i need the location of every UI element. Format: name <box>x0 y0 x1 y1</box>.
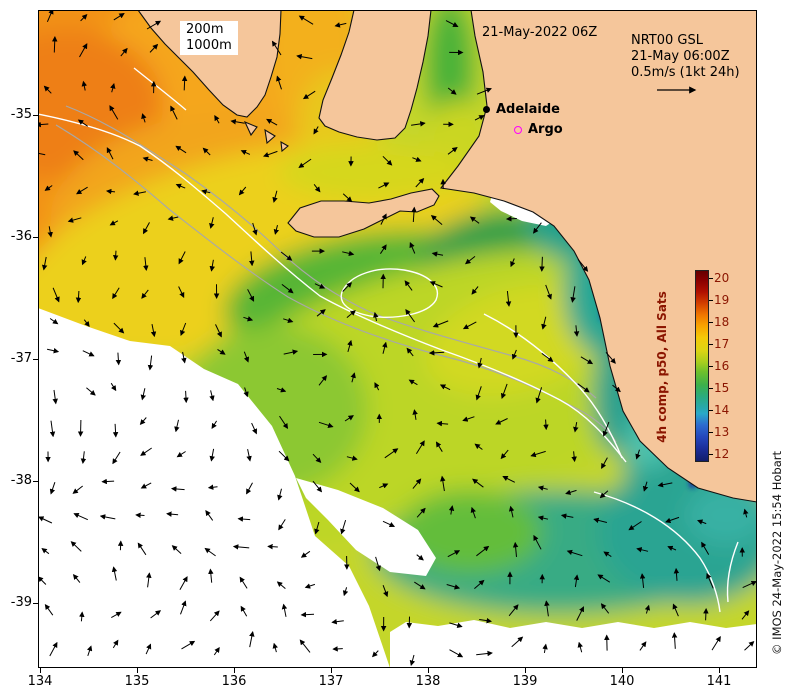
x-axis-tick-label: 136 <box>221 674 247 689</box>
argo-marker-circle <box>514 126 522 134</box>
map-plot-area <box>38 10 757 668</box>
y-axis-tick-label: -39 <box>10 595 32 610</box>
y-axis-tickmark <box>33 359 38 360</box>
adelaide-marker-dot <box>483 106 490 113</box>
colorbar-tickmark <box>709 388 713 389</box>
x-axis-tickmark <box>234 668 235 673</box>
colorbar-tickmark <box>709 366 713 367</box>
colorbar-tickmark <box>709 344 713 345</box>
land-polygon <box>137 10 282 118</box>
depth-label-200m: 200m <box>186 22 224 37</box>
colorbar-tick-label: 18 <box>714 315 730 329</box>
sst-colorbar <box>695 270 709 462</box>
land-polygon <box>280 140 289 153</box>
y-axis-tickmark <box>33 115 38 116</box>
sst-map-canvas <box>38 10 757 668</box>
reference-arrow-icon <box>657 86 697 94</box>
y-axis-tick-label: -37 <box>10 351 32 366</box>
x-axis-tickmark <box>719 668 720 673</box>
y-axis-tick-label: -35 <box>10 107 32 122</box>
x-axis-tick-label: 139 <box>512 674 538 689</box>
colorbar-tick-label: 20 <box>714 271 730 285</box>
land-polygon <box>243 120 258 137</box>
y-axis-tickmark <box>33 603 38 604</box>
colorbar-tick-label: 15 <box>714 381 730 395</box>
colorbar-tickmark <box>709 300 713 301</box>
x-axis-tickmark <box>428 668 429 673</box>
x-axis-tickmark <box>331 668 332 673</box>
x-axis-tick-label: 138 <box>415 674 441 689</box>
x-axis-tick-label: 135 <box>124 674 150 689</box>
info-vector-scale: 0.5m/s (1kt 24h) <box>631 65 740 80</box>
colorbar-tick-label: 16 <box>714 359 730 373</box>
colorbar-tickmark <box>709 410 713 411</box>
y-axis-tickmark <box>33 237 38 238</box>
colorbar-tickmark <box>709 454 713 455</box>
land-polygon <box>287 188 440 238</box>
info-model-name: NRT00 GSL <box>631 33 703 48</box>
x-axis-tick-label: 137 <box>318 674 344 689</box>
x-axis-tick-label: 134 <box>27 674 53 689</box>
colorbar-tick-label: 14 <box>714 403 730 417</box>
land-polygon <box>318 10 432 141</box>
x-axis-tickmark <box>40 668 41 673</box>
colorbar-tickmark <box>709 432 713 433</box>
x-axis-tickmark <box>525 668 526 673</box>
colorbar-tick-label: 17 <box>714 337 730 351</box>
colorbar-label: 4h comp, p50, All Sats <box>655 291 669 443</box>
x-axis-tickmark <box>137 668 138 673</box>
colorbar-tick-label: 13 <box>714 425 730 439</box>
land-polygon <box>264 128 276 145</box>
colorbar-tickmark <box>709 278 713 279</box>
depth-label-1000m: 1000m <box>186 38 232 53</box>
attribution-text: © IMOS 24-May-2022 15:54 Hobart <box>770 451 784 655</box>
x-axis-tick-label: 141 <box>706 674 732 689</box>
argo-label: Argo <box>528 122 563 137</box>
colorbar-tick-label: 12 <box>714 447 730 461</box>
y-axis-tickmark <box>33 481 38 482</box>
datetime-label: 21-May-2022 06Z <box>482 25 598 40</box>
adelaide-label: Adelaide <box>496 102 560 117</box>
y-axis-tick-label: -38 <box>10 473 32 488</box>
x-axis-tickmark <box>622 668 623 673</box>
current-vector-arrows <box>38 10 757 666</box>
y-axis-tick-label: -36 <box>10 229 32 244</box>
white-contours <box>38 67 739 613</box>
plot-frame <box>38 10 757 668</box>
colorbar-tickmark <box>709 322 713 323</box>
x-axis-tick-label: 140 <box>609 674 635 689</box>
colorbar-tick-label: 19 <box>714 293 730 307</box>
depth-contour-legend: 200m 1000m <box>180 21 238 55</box>
info-valid-time: 21-May 06:00Z <box>631 49 730 64</box>
info-box: NRT00 GSL 21-May 06:00Z 0.5m/s (1kt 24h) <box>631 33 740 81</box>
